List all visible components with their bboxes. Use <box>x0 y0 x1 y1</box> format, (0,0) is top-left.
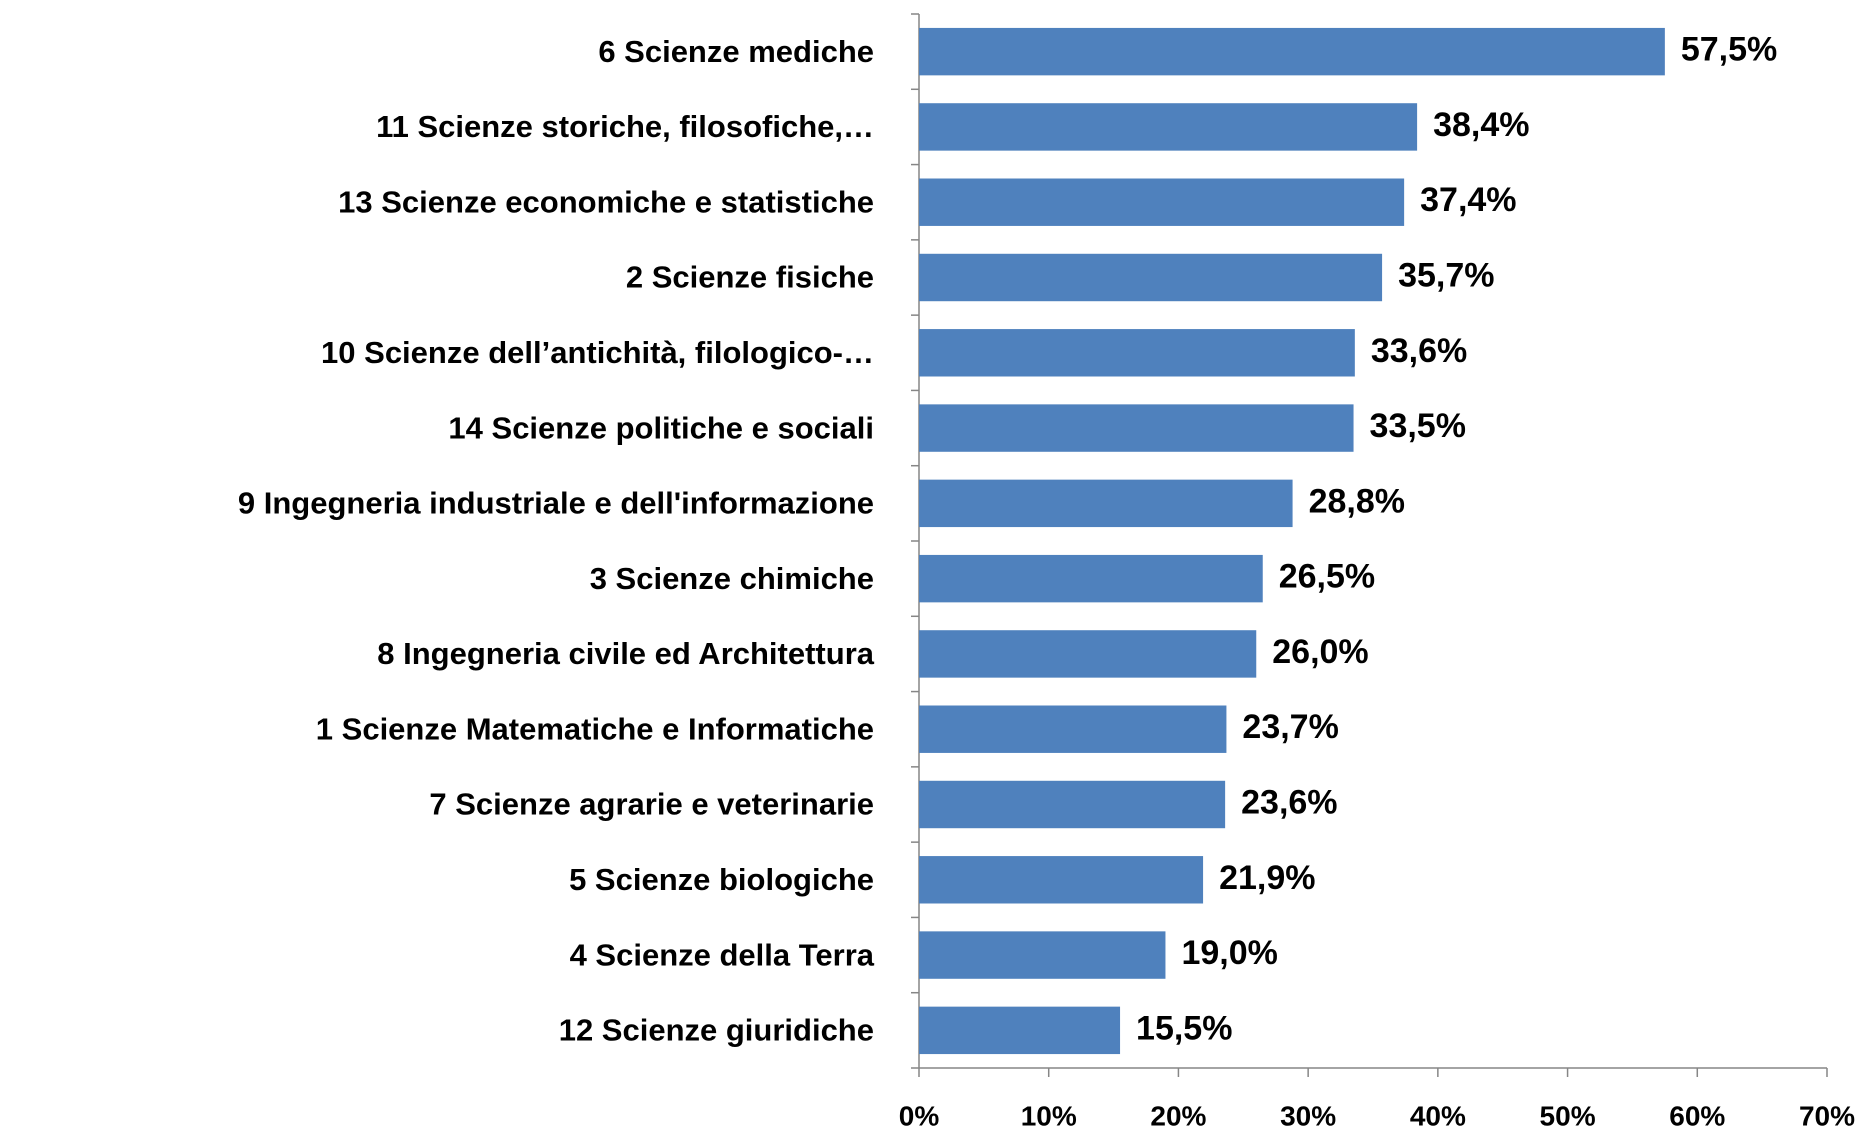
bar <box>919 705 1227 753</box>
bar <box>919 404 1354 452</box>
value-label: 38,4% <box>1433 106 1529 144</box>
x-tick-label: 50% <box>1540 1100 1596 1130</box>
value-label: 19,0% <box>1181 934 1277 972</box>
x-tick-label: 70% <box>1799 1100 1855 1130</box>
category-label: 9 Ingegneria industriale e dell'informaz… <box>238 486 874 521</box>
x-tick-label: 30% <box>1280 1100 1336 1130</box>
category-label: 2 Scienze fisiche <box>626 260 874 295</box>
bar <box>919 931 1166 979</box>
bar <box>919 630 1257 678</box>
category-label: 13 Scienze economiche e statistiche <box>338 184 874 219</box>
value-label: 21,9% <box>1219 859 1315 897</box>
x-tick-label: 60% <box>1669 1100 1725 1130</box>
category-label: 3 Scienze chimiche <box>590 561 874 596</box>
value-label: 23,6% <box>1241 783 1337 821</box>
bar <box>919 103 1418 151</box>
value-label: 26,5% <box>1279 558 1375 596</box>
bar <box>919 479 1293 528</box>
bar <box>919 253 1383 302</box>
x-tick-label: 10% <box>1021 1100 1077 1130</box>
bar <box>919 554 1263 603</box>
category-label: 1 Scienze Matematiche e Informatiche <box>316 711 874 746</box>
bar <box>919 178 1405 226</box>
value-label: 35,7% <box>1398 256 1494 294</box>
value-label: 37,4% <box>1420 181 1516 219</box>
x-tick-label: 40% <box>1410 1100 1466 1130</box>
category-label: 12 Scienze giuridiche <box>559 1013 874 1048</box>
bar <box>919 856 1204 904</box>
value-label: 26,0% <box>1272 633 1368 671</box>
category-label: 14 Scienze politiche e sociali <box>448 410 874 445</box>
x-tick-label: 20% <box>1150 1100 1206 1130</box>
x-tick-label: 0% <box>899 1100 940 1130</box>
value-label: 33,5% <box>1370 407 1466 445</box>
bar <box>919 329 1355 377</box>
bar <box>919 780 1226 829</box>
value-label: 28,8% <box>1309 482 1405 520</box>
value-label: 15,5% <box>1136 1009 1232 1047</box>
category-label: 7 Scienze agrarie e veterinarie <box>429 787 874 822</box>
category-label: 11 Scienze storiche, filosofiche,… <box>376 109 874 144</box>
category-label: 5 Scienze biologiche <box>569 862 874 897</box>
bar <box>919 27 1665 76</box>
bar <box>919 1006 1121 1055</box>
value-label: 23,7% <box>1242 708 1338 746</box>
value-label: 57,5% <box>1681 31 1777 69</box>
category-label: 6 Scienze mediche <box>598 34 874 69</box>
category-label: 10 Scienze dell’antichità, filologico-… <box>321 335 874 370</box>
category-label: 4 Scienze della Terra <box>570 937 875 972</box>
value-label: 33,6% <box>1371 332 1467 370</box>
category-label: 8 Ingegneria civile ed Architettura <box>377 636 874 671</box>
